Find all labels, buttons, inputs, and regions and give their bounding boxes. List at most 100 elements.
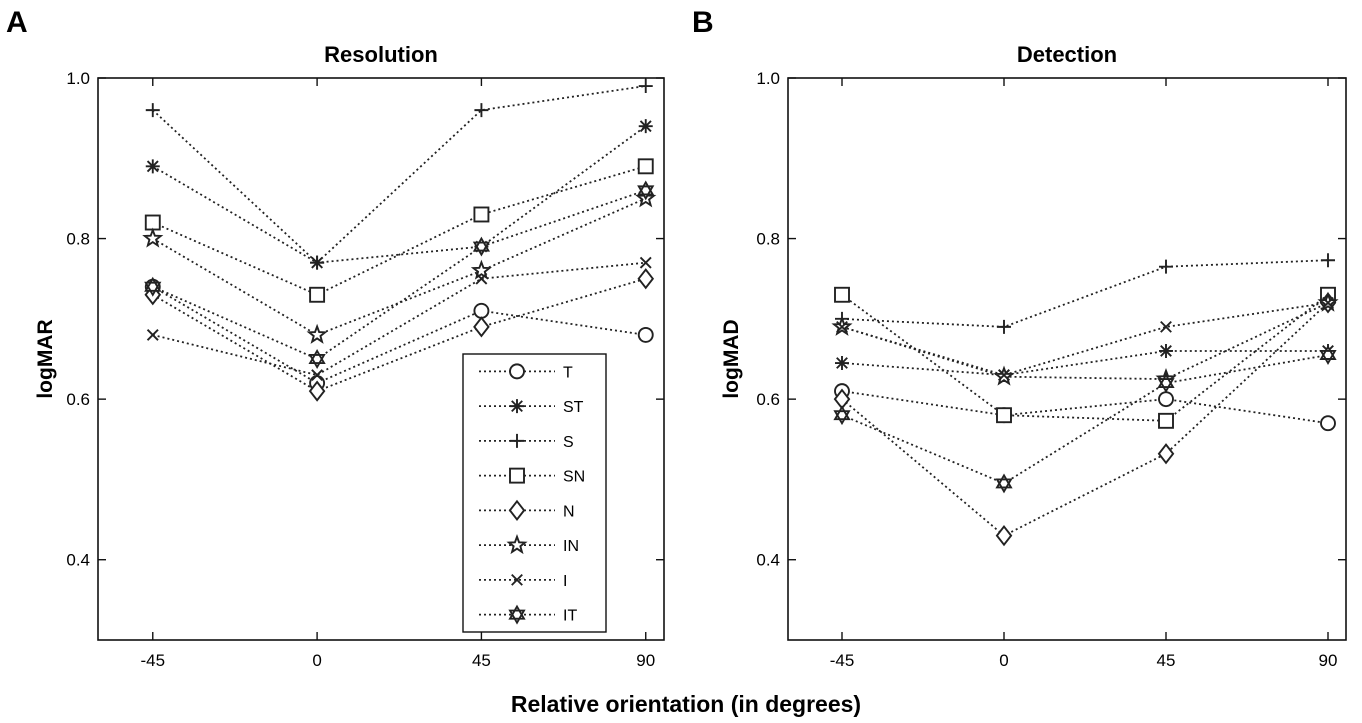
legend-marker [511, 573, 523, 586]
legend-item-sn: SN [479, 467, 585, 486]
x-tick-label: 45 [1157, 651, 1176, 670]
x-tick-label: -45 [140, 651, 165, 670]
data-point-i [1322, 296, 1334, 309]
x-tick-label: -45 [830, 651, 855, 670]
data-point-t [637, 326, 654, 343]
series-line-st [152, 125, 647, 264]
data-point-sn [1158, 412, 1174, 429]
x-tick-label: 90 [1319, 651, 1338, 670]
data-point-i [998, 369, 1010, 381]
y-axis-label: logMAR [34, 319, 57, 398]
series-line-in [841, 301, 1329, 381]
data-point-it [144, 276, 162, 297]
series-line-sn [841, 294, 1329, 422]
data-point-st [145, 159, 160, 174]
data-point-sn [996, 407, 1012, 424]
data-point-st [638, 119, 653, 134]
data-point-s [145, 103, 160, 118]
data-point-i [1160, 320, 1172, 333]
legend-marker [509, 363, 525, 380]
data-point-it [472, 236, 491, 257]
x-axis-label: Relative orientation (in degrees) [511, 691, 861, 717]
data-point-i [311, 369, 324, 381]
legend-item-n: N [479, 499, 575, 522]
data-point-s [638, 79, 653, 94]
legend-marker [508, 499, 526, 522]
legend-label: T [563, 364, 573, 381]
data-point-sn [637, 158, 654, 175]
legend-box [462, 353, 607, 633]
data-point-t [1320, 415, 1336, 432]
legend-item-t: T [479, 363, 573, 381]
legend-label: I [563, 573, 567, 590]
plot-frame [787, 77, 1347, 641]
chart-title: Detection [1017, 42, 1117, 67]
y-tick-label: 0.4 [66, 551, 90, 570]
panel-letter-b: B [692, 6, 714, 39]
data-point-t [473, 302, 490, 319]
data-point-s [310, 255, 325, 270]
legend-item-in: IN [479, 534, 579, 555]
legend: T ST S SN N IN I IT [462, 353, 607, 633]
y-tick-label: 0.4 [756, 551, 780, 570]
legend-marker [510, 399, 524, 414]
series-line-sn [152, 165, 646, 296]
data-point-in [142, 227, 164, 248]
series-line-st [841, 350, 1328, 377]
data-point-i [639, 256, 652, 269]
data-point-s [474, 103, 489, 118]
data-point-sn [309, 286, 326, 303]
data-point-sn [834, 286, 850, 303]
data-point-it [1157, 373, 1175, 394]
data-point-n [473, 316, 490, 338]
y-tick-label: 1.0 [756, 69, 780, 88]
data-point-sn [473, 206, 490, 223]
legend-item-i: I [479, 573, 567, 590]
legend-item-st: ST [479, 399, 584, 416]
chart-title: Resolution [324, 42, 438, 67]
y-tick-label: 0.8 [66, 230, 90, 249]
resolution-chart: Resolution logMAR 0.4 0.6 0.8 1.0 -45 0 45 90 T ST S… [34, 42, 665, 670]
legend-label: IN [563, 538, 579, 555]
y-tick-label: 1.0 [66, 69, 90, 88]
panel-letter-a: A [6, 6, 28, 39]
data-point-it [308, 349, 326, 369]
data-point-n [308, 380, 326, 402]
y-tick-label: 0.6 [66, 390, 90, 409]
y-axis-label: logMAD [720, 319, 743, 398]
legend-marker [510, 433, 524, 448]
data-point-it [995, 473, 1013, 494]
x-tick-label: 0 [999, 651, 1008, 670]
legend-label: N [563, 503, 575, 520]
series-line-in [152, 197, 647, 336]
data-point-i [146, 328, 159, 341]
y-tick-label: 0.6 [756, 390, 780, 409]
series-line-it [152, 189, 646, 361]
series-line-s [152, 85, 646, 264]
legend-label: ST [563, 399, 584, 416]
data-point-t [1158, 391, 1174, 408]
series-line-it [841, 354, 1329, 485]
x-tick-label: 90 [636, 651, 655, 670]
data-point-it [833, 405, 851, 426]
data-point-n [637, 268, 655, 290]
detection-chart: Detection logMAD 0.4 0.6 0.8 1.0 -45 0 45 90 [720, 42, 1347, 670]
legend-label: IT [563, 608, 577, 625]
x-tick-label: 45 [472, 651, 491, 670]
data-point-it [1319, 345, 1337, 365]
legend-marker [509, 467, 525, 484]
data-point-in [470, 259, 492, 280]
legend-marker [508, 604, 526, 625]
y-tick-label: 0.8 [756, 230, 780, 249]
series-line-s [841, 259, 1329, 328]
legend-label: SN [563, 469, 585, 486]
x-tick-label: 0 [312, 651, 321, 670]
data-point-n [995, 524, 1013, 547]
data-point-sn [144, 214, 161, 231]
data-point-n [1157, 443, 1175, 465]
data-point-st [1159, 343, 1173, 358]
legend-item-it: IT [479, 604, 577, 625]
legend-marker [506, 534, 528, 555]
series-line-n [152, 277, 646, 393]
data-point-st [835, 356, 849, 371]
